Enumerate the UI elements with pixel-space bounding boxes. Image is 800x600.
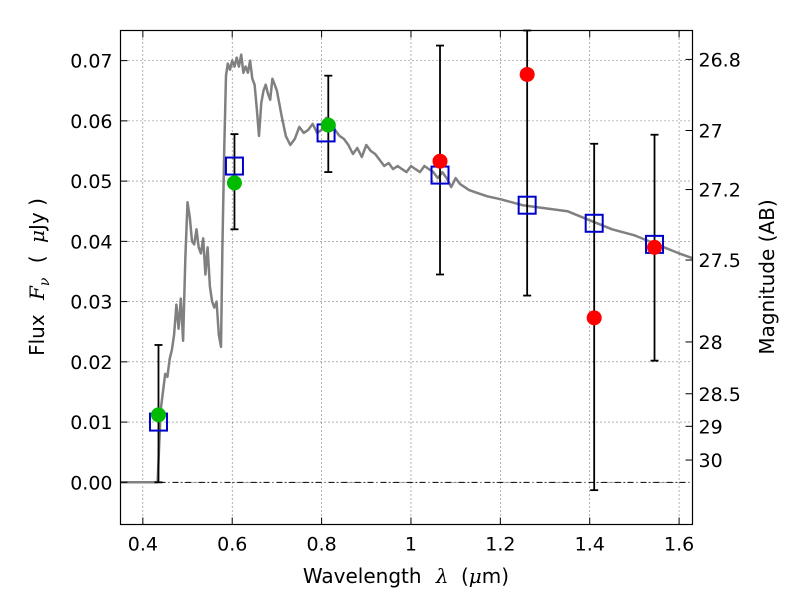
right-axis-ticks: 26.8 27 27.2 27.5 28 28.5 29 30 <box>685 49 741 472</box>
x-tick-label-2: 0.8 <box>306 534 336 556</box>
grid-lines <box>120 30 693 525</box>
x-axis-label: Wavelength <box>303 564 422 588</box>
right-tick-label-3: 27.5 <box>699 250 741 272</box>
y-tick-label-6: 0.06 <box>70 111 112 133</box>
y-axis-unit-rest: Jy ) <box>25 198 49 232</box>
y-tick-label-4: 0.04 <box>70 231 112 253</box>
y-tick-label-2: 0.02 <box>70 352 112 374</box>
x-axis-title: Wavelength λ (μm) <box>303 564 509 588</box>
right-tick-label-2: 27.2 <box>699 180 741 202</box>
plot-frame <box>119 29 694 526</box>
right-axis-title: Magnitude (AB) <box>755 199 779 354</box>
right-tick-label-1: 27 <box>699 121 723 143</box>
non-detection-point-1 <box>519 66 535 82</box>
y-tick-label-1: 0.01 <box>70 412 112 434</box>
x-axis-ticks: 0.4 0.6 0.8 1 1.2 1.4 1.6 <box>128 30 694 556</box>
x-axis-unit-open: ( <box>461 564 469 588</box>
right-tick-label-0: 26.8 <box>699 49 741 71</box>
non-detection-point-2 <box>586 310 602 326</box>
x-tick-label-3: 1 <box>405 534 417 556</box>
right-tick-label-4: 28 <box>699 332 723 354</box>
detection-point-1 <box>226 175 242 191</box>
model-photometry-points <box>148 123 665 432</box>
x-axis-unit-mu: μ <box>469 564 482 588</box>
y-tick-label-5: 0.05 <box>70 171 112 193</box>
y-axis-unit-mu: μ <box>25 230 49 243</box>
x-tick-label-6: 1.6 <box>664 534 694 556</box>
x-tick-label-4: 1.2 <box>485 534 515 556</box>
model-point-4 <box>517 195 537 215</box>
x-axis-symbol: λ <box>435 564 449 588</box>
non-detection-points <box>432 66 663 326</box>
y-tick-label-0: 0.00 <box>70 472 112 494</box>
detection-points <box>150 117 336 423</box>
y-axis-subscript: ν <box>37 277 53 286</box>
model-point-5 <box>584 213 604 233</box>
detection-point-2 <box>320 117 336 133</box>
x-tick-label-0: 0.4 <box>128 534 158 556</box>
right-tick-label-5: 28.5 <box>699 384 741 406</box>
y-axis-symbol: F <box>25 285 49 301</box>
x-tick-label-5: 1.4 <box>575 534 605 556</box>
y-axis-label: Flux <box>25 314 49 356</box>
non-detection-point-0 <box>432 153 448 169</box>
y-axis-unit-open: ( <box>25 255 49 263</box>
y-axis-ticks: 0.00 0.01 0.02 0.03 0.04 0.05 0.06 0.07 <box>70 51 128 494</box>
y-tick-label-3: 0.03 <box>70 292 112 314</box>
model-point-1 <box>224 156 244 176</box>
x-axis-unit-rest: m) <box>482 564 509 588</box>
right-tick-label-6: 29 <box>699 416 723 438</box>
x-tick-label-1: 0.6 <box>217 534 247 556</box>
y-axis-title: Flux Fν ( μJy ) <box>25 198 54 356</box>
non-detection-point-3 <box>647 239 663 255</box>
right-tick-label-7: 30 <box>699 450 723 472</box>
detection-point-0 <box>150 407 166 423</box>
y-tick-label-7: 0.07 <box>70 51 112 73</box>
